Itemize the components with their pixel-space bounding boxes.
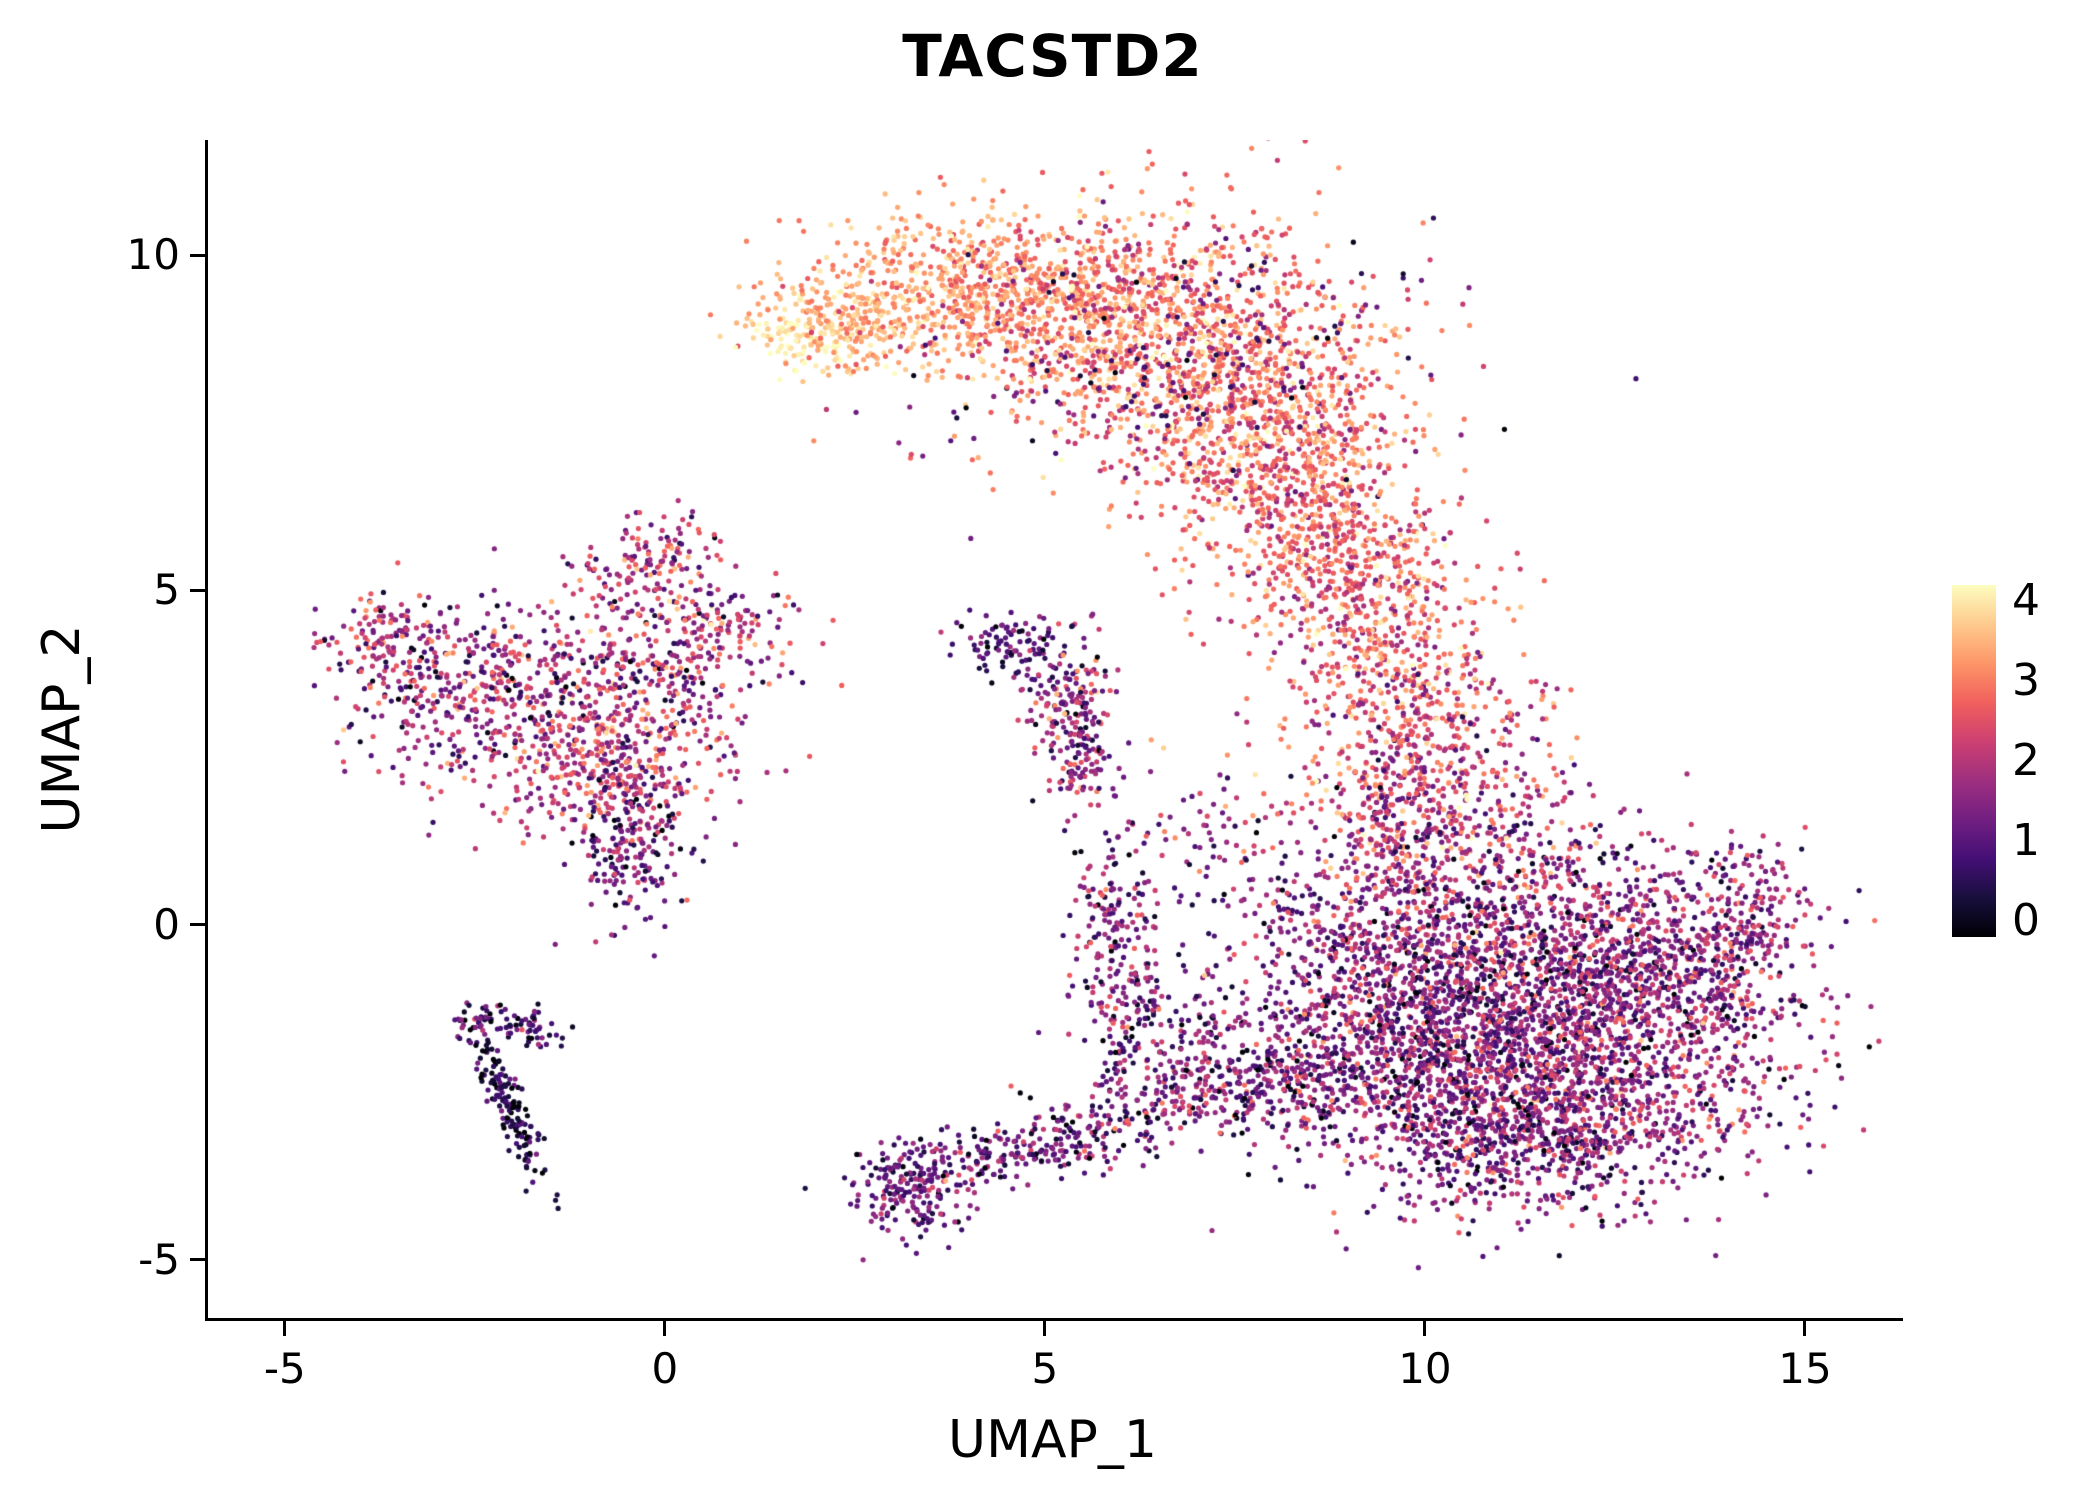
plot-area bbox=[205, 140, 1903, 1321]
x-tick-mark bbox=[663, 1321, 667, 1336]
x-tick-label: -5 bbox=[263, 1344, 306, 1393]
colorbar-tick-label: 3 bbox=[2012, 655, 2040, 706]
x-tick-mark bbox=[1803, 1321, 1807, 1336]
x-axis-label: UMAP_1 bbox=[948, 1410, 1157, 1470]
y-tick-mark bbox=[190, 588, 205, 592]
plot-title: TACSTD2 bbox=[902, 22, 1203, 90]
colorbar-tick-label: 0 bbox=[2012, 895, 2040, 946]
colorbar-tick-label: 1 bbox=[2012, 815, 2040, 866]
x-tick-label: 15 bbox=[1778, 1344, 1832, 1393]
y-tick-label: 5 bbox=[153, 565, 180, 615]
scatter-canvas bbox=[208, 140, 1903, 1318]
colorbar-gradient bbox=[1952, 585, 1996, 937]
x-tick-mark bbox=[1043, 1321, 1047, 1336]
x-tick-mark bbox=[1423, 1321, 1427, 1336]
y-axis-label: UMAP_2 bbox=[32, 624, 92, 834]
x-tick-label: 10 bbox=[1398, 1344, 1452, 1393]
colorbar-tick-label: 2 bbox=[2012, 735, 2040, 786]
y-tick-mark bbox=[190, 1258, 205, 1262]
x-tick-label: 5 bbox=[1031, 1344, 1059, 1393]
y-tick-label: 10 bbox=[126, 230, 180, 280]
y-tick-label: 0 bbox=[153, 899, 180, 949]
y-tick-mark bbox=[190, 923, 205, 927]
y-tick-mark bbox=[190, 253, 205, 257]
y-tick-label: -5 bbox=[138, 1234, 180, 1284]
x-tick-mark bbox=[283, 1321, 287, 1336]
x-tick-label: 0 bbox=[651, 1344, 679, 1393]
colorbar-tick-label: 4 bbox=[2012, 575, 2040, 626]
